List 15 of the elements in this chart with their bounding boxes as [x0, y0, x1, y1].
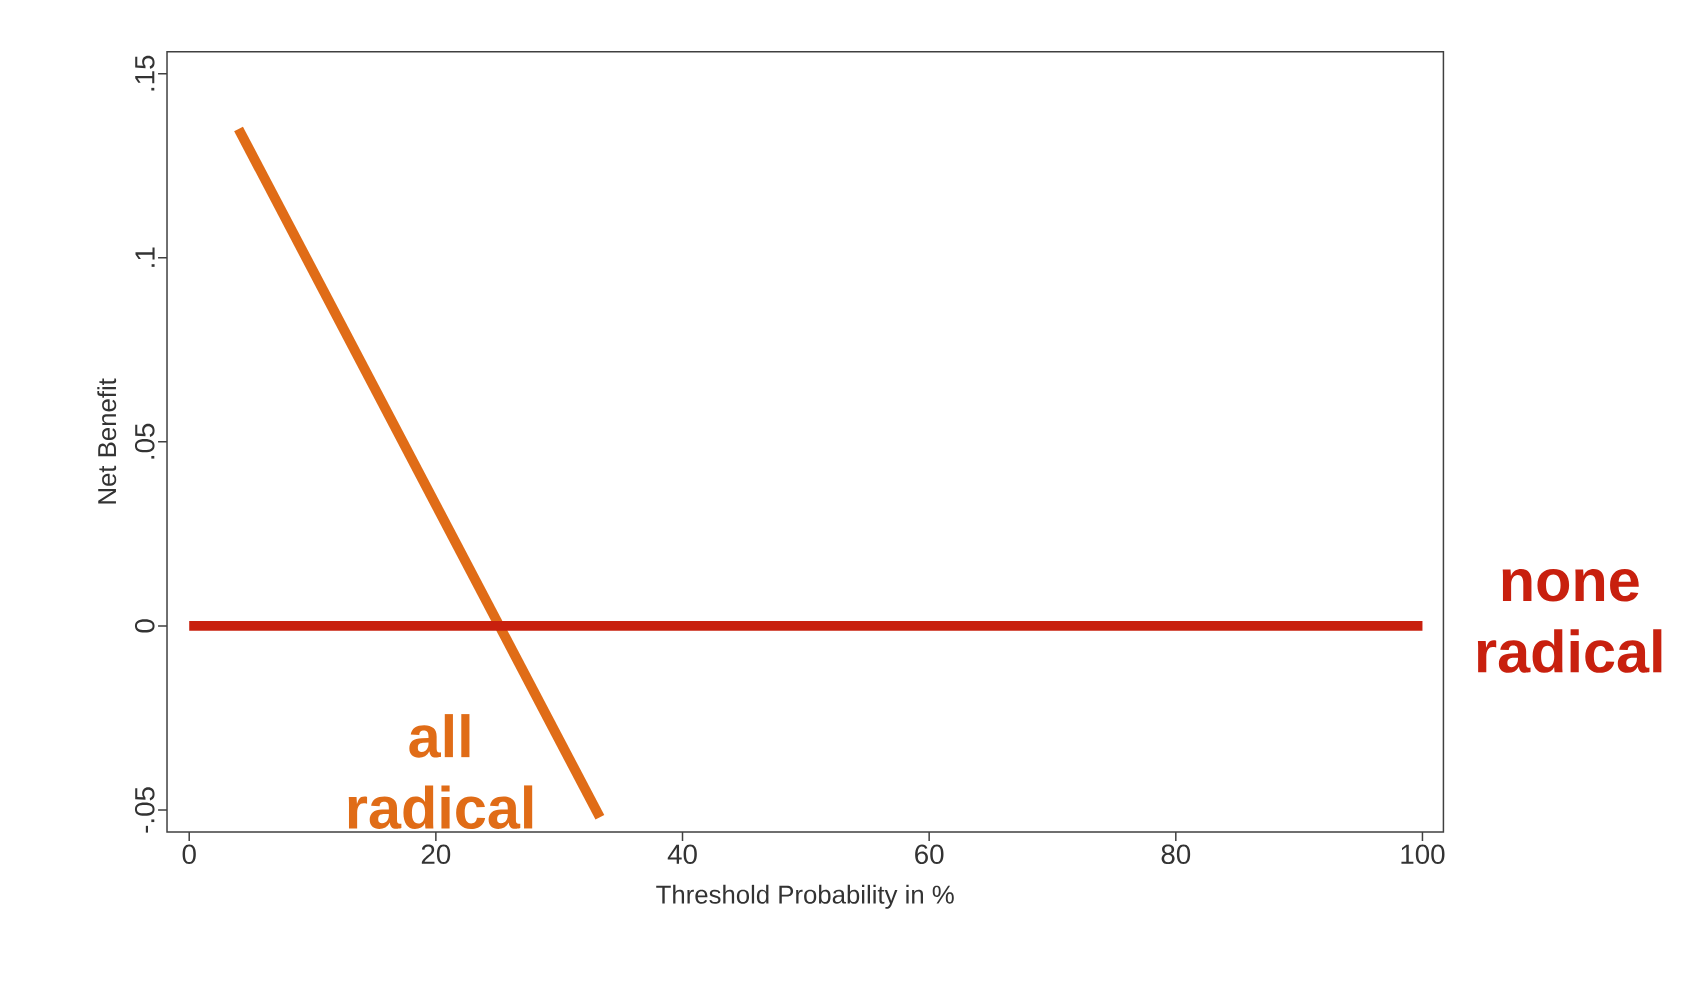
x-axis-title: Threshold Probability in % [656, 884, 954, 909]
y-axis-title: Net Benefit [97, 378, 117, 504]
series-label: all radical [348, 714, 533, 830]
y-tick-label: .15 [135, 55, 155, 91]
x-tick-label: 60 [915, 844, 944, 865]
x-tick-label: 0 [182, 844, 196, 865]
x-tick-label: 40 [667, 844, 697, 865]
y-tick-label: .05 [134, 423, 155, 459]
x-tick-label: 80 [1161, 844, 1191, 865]
x-tick-label: 20 [421, 844, 451, 865]
y-tick-label: -.05 [134, 787, 155, 833]
series-label: none radical [1477, 568, 1662, 673]
y-tick-label: .1 [135, 247, 155, 267]
x-tick-label: 100 [1401, 844, 1445, 865]
y-tick-label: 0 [134, 619, 155, 633]
